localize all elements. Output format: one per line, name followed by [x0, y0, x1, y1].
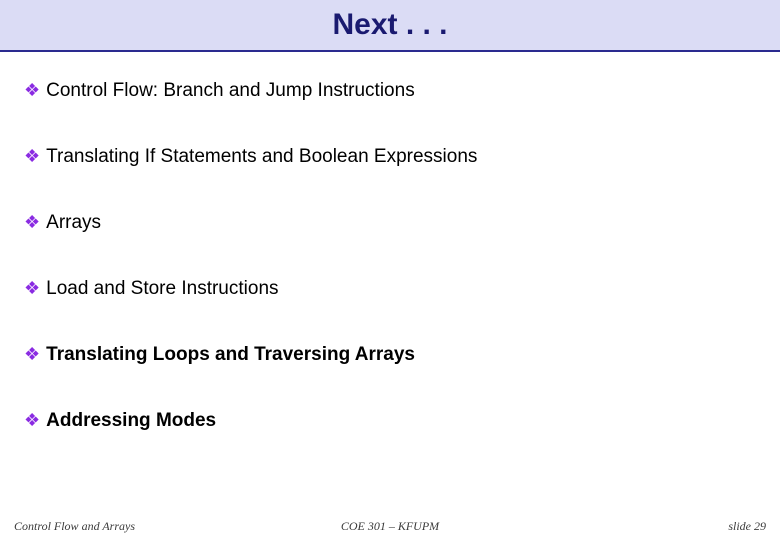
bullet-text: Load and Store Instructions	[46, 278, 278, 300]
bullet-text: Arrays	[46, 212, 101, 234]
diamond-icon: ❖	[24, 81, 40, 99]
bullet-text: Translating Loops and Traversing Arrays	[46, 344, 415, 366]
list-item: ❖ Load and Store Instructions	[24, 278, 756, 300]
footer-center: COE 301 – KFUPM	[341, 519, 439, 534]
footer-right: slide 29	[728, 519, 766, 534]
bullet-text: Control Flow: Branch and Jump Instructio…	[46, 80, 415, 102]
diamond-icon: ❖	[24, 147, 40, 165]
diamond-icon: ❖	[24, 213, 40, 231]
slide-footer: Control Flow and Arrays COE 301 – KFUPM …	[0, 519, 780, 534]
list-item: ❖ Control Flow: Branch and Jump Instruct…	[24, 80, 756, 102]
diamond-icon: ❖	[24, 411, 40, 429]
slide-content: ❖ Control Flow: Branch and Jump Instruct…	[0, 52, 780, 432]
list-item: ❖ Arrays	[24, 212, 756, 234]
list-item: ❖ Translating If Statements and Boolean …	[24, 146, 756, 168]
list-item: ❖ Addressing Modes	[24, 410, 756, 432]
slide-title: Next . . .	[332, 8, 447, 42]
bullet-text: Addressing Modes	[46, 410, 216, 432]
diamond-icon: ❖	[24, 345, 40, 363]
list-item: ❖ Translating Loops and Traversing Array…	[24, 344, 756, 366]
diamond-icon: ❖	[24, 279, 40, 297]
bullet-text: Translating If Statements and Boolean Ex…	[46, 146, 477, 168]
footer-left: Control Flow and Arrays	[14, 519, 135, 534]
title-bar: Next . . .	[0, 0, 780, 52]
